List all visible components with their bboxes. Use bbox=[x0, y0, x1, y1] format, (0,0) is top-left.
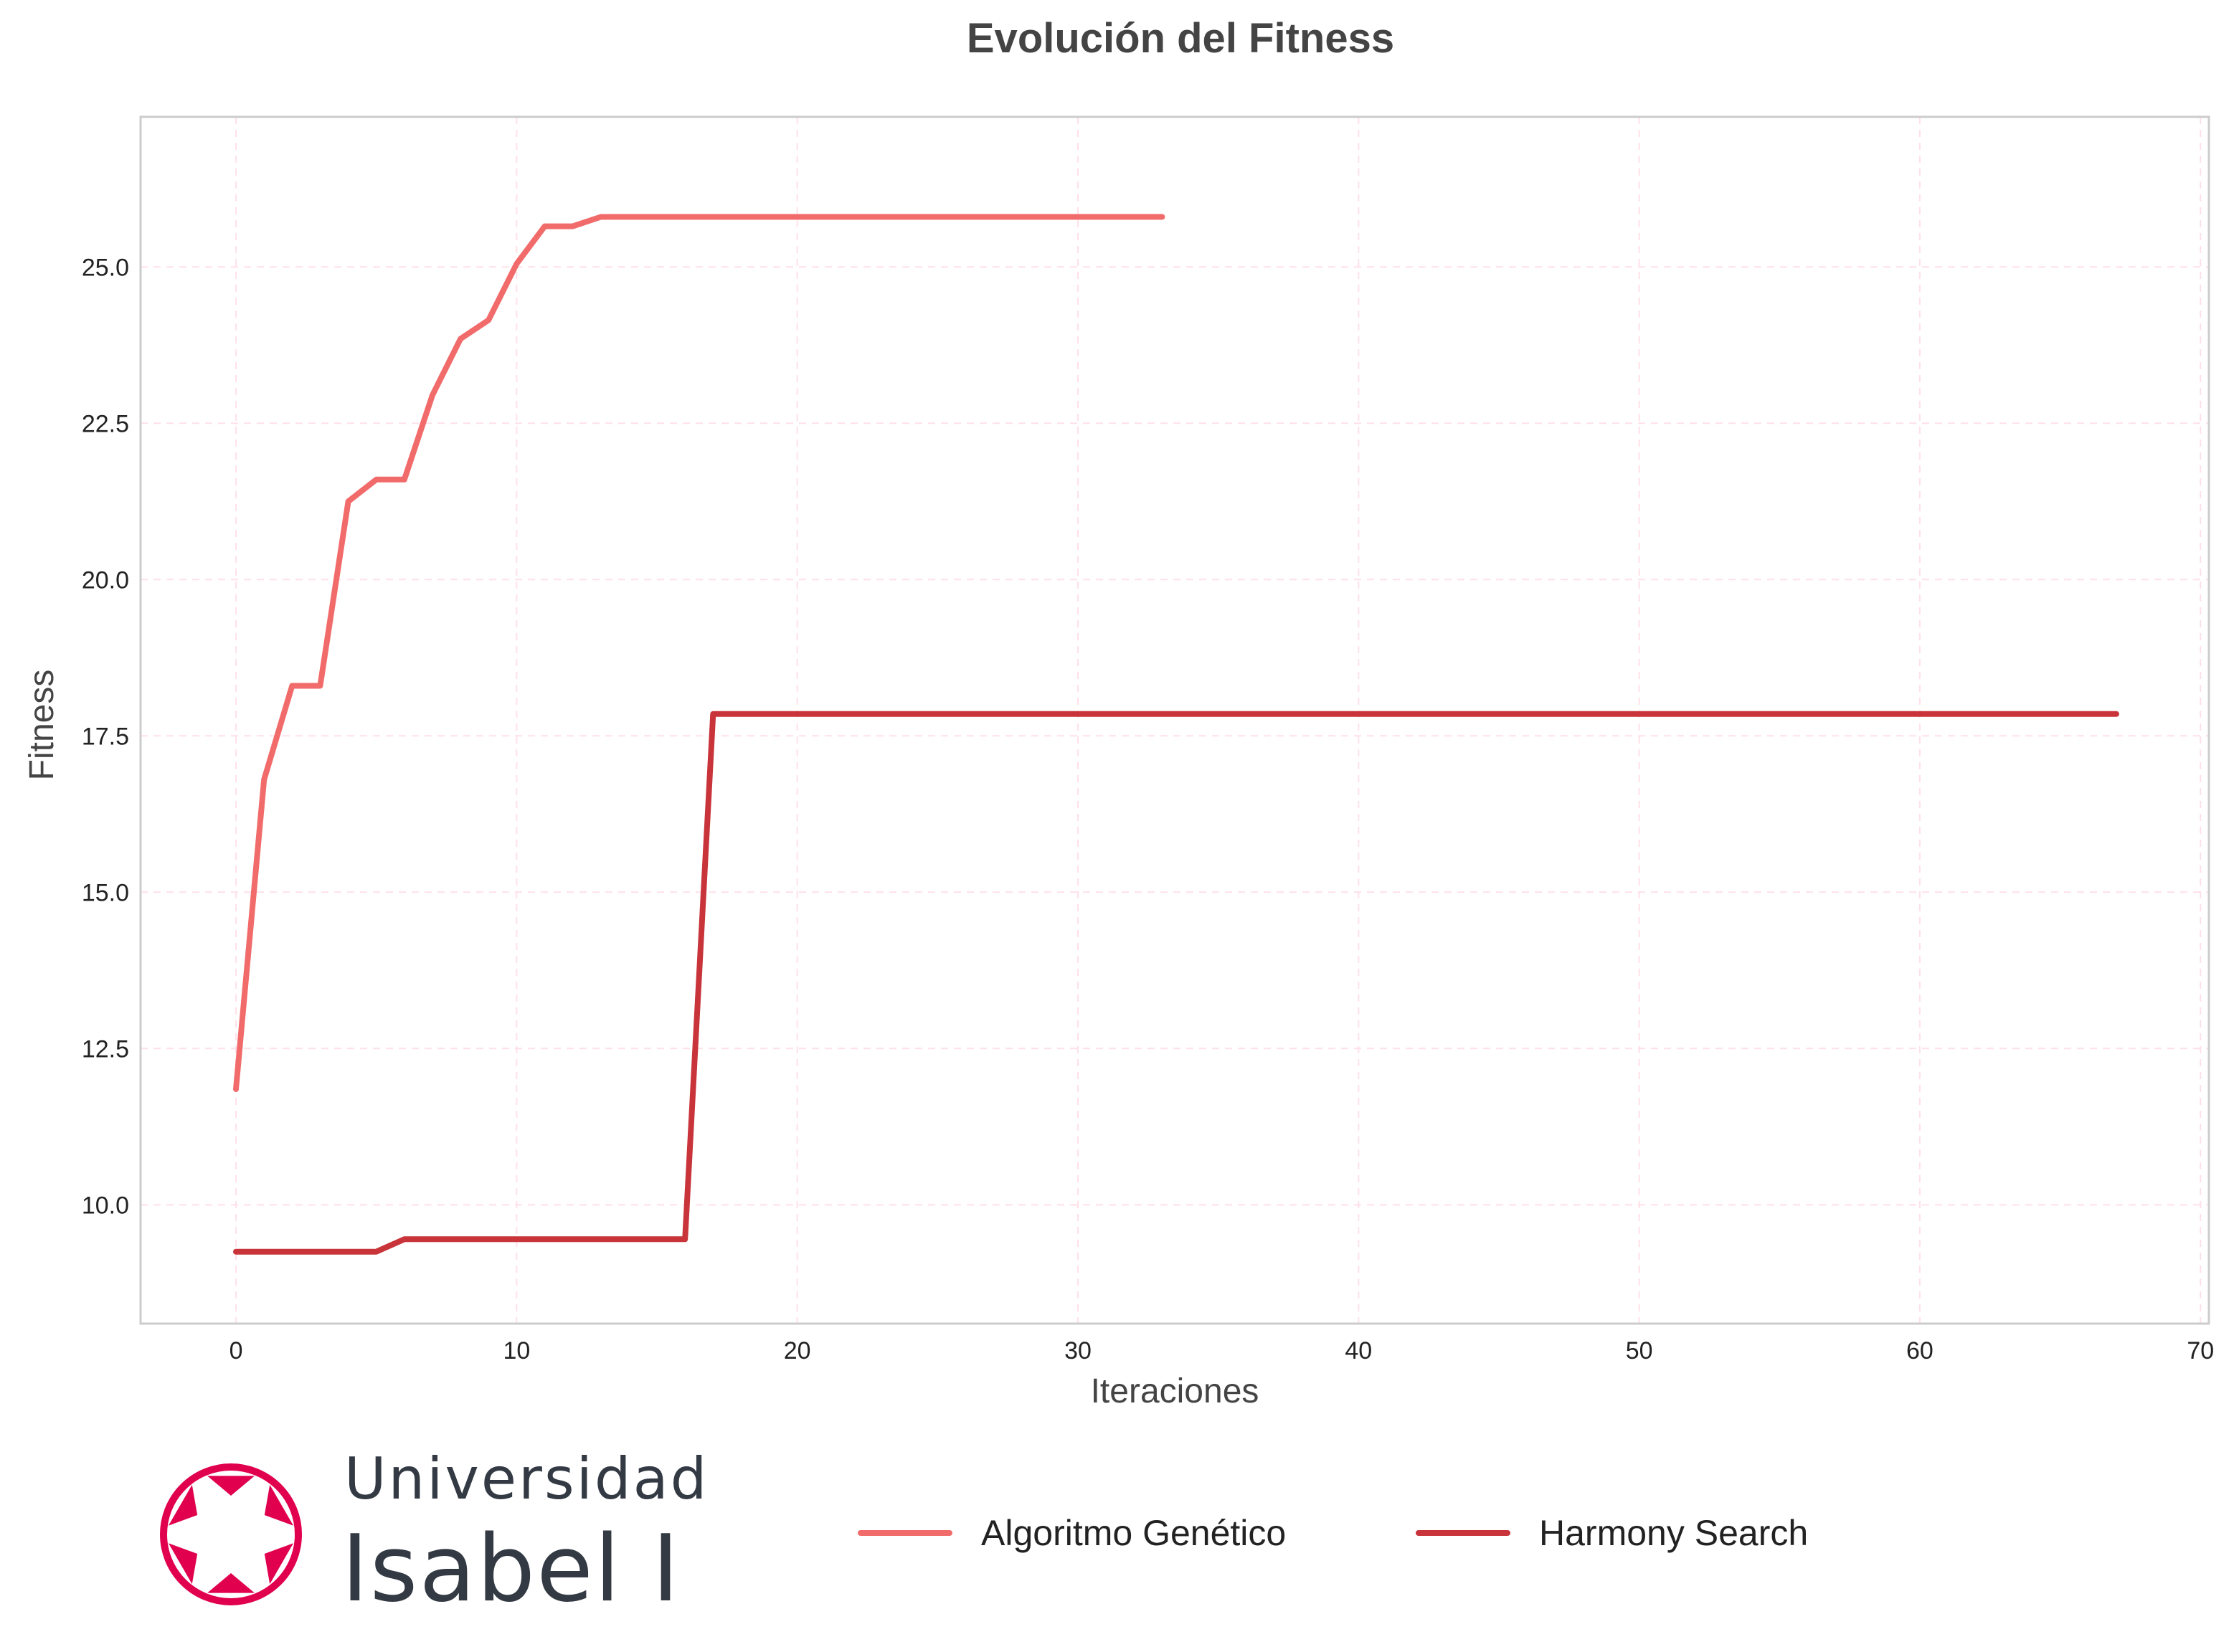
series-line-1 bbox=[233, 711, 2119, 1255]
logo-emblem-segment bbox=[264, 1484, 294, 1526]
logo-emblem-ring bbox=[160, 1463, 302, 1605]
university-logo: Universidad Isabel I bbox=[160, 1446, 709, 1623]
x-tick-label: 20 bbox=[784, 1337, 811, 1364]
y-tick-label: 15.0 bbox=[82, 879, 129, 906]
y-tick-label: 10.0 bbox=[82, 1192, 129, 1219]
y-tick-label: 25.0 bbox=[82, 254, 129, 281]
legend: Algoritmo Genético Harmony Search bbox=[858, 1513, 1808, 1553]
chart-title: Evolución del Fitness bbox=[967, 15, 1394, 62]
plot-background bbox=[141, 117, 2209, 1324]
x-tick-label: 40 bbox=[1345, 1337, 1372, 1364]
y-tick-labels: 10.0 12.5 15.0 17.5 20.0 22.5 25.0 bbox=[82, 254, 129, 1219]
y-tick-label: 17.5 bbox=[82, 723, 129, 750]
y-axis-label: Fitness bbox=[23, 670, 61, 781]
x-tick-label: 10 bbox=[503, 1337, 530, 1364]
x-tick-label: 70 bbox=[2187, 1337, 2214, 1364]
logo-emblem-icon bbox=[160, 1463, 302, 1605]
x-tick-label: 50 bbox=[1626, 1337, 1653, 1364]
x-tick-label: 0 bbox=[229, 1337, 243, 1364]
series-layer bbox=[233, 214, 2119, 1255]
y-tick-label: 20.0 bbox=[82, 566, 129, 594]
legend-label: Harmony Search bbox=[1539, 1513, 1808, 1553]
logo-emblem-segment bbox=[207, 1573, 255, 1593]
x-axis-label: Iteraciones bbox=[1091, 1372, 1259, 1410]
logo-emblem-segment bbox=[168, 1543, 198, 1585]
series-line-0 bbox=[233, 214, 1165, 1092]
legend-label: Algoritmo Genético bbox=[981, 1513, 1286, 1553]
x-tick-labels: 0 10 20 30 40 50 60 70 bbox=[229, 1337, 2215, 1364]
logo-emblem-segment bbox=[207, 1476, 255, 1496]
y-tick-label: 22.5 bbox=[82, 410, 129, 437]
y-tick-label: 12.5 bbox=[82, 1035, 129, 1063]
grid bbox=[141, 117, 2209, 1324]
plot-frame bbox=[139, 115, 2210, 1325]
x-tick-label: 60 bbox=[1906, 1337, 1934, 1364]
logo-text-line2: Isabel I bbox=[341, 1516, 681, 1623]
x-tick-label: 30 bbox=[1064, 1337, 1092, 1364]
logo-emblem-segment bbox=[264, 1543, 294, 1585]
logo-emblem-segment bbox=[168, 1484, 198, 1526]
plot-area bbox=[139, 115, 2210, 1325]
logo-text-line1: Universidad bbox=[344, 1446, 709, 1512]
